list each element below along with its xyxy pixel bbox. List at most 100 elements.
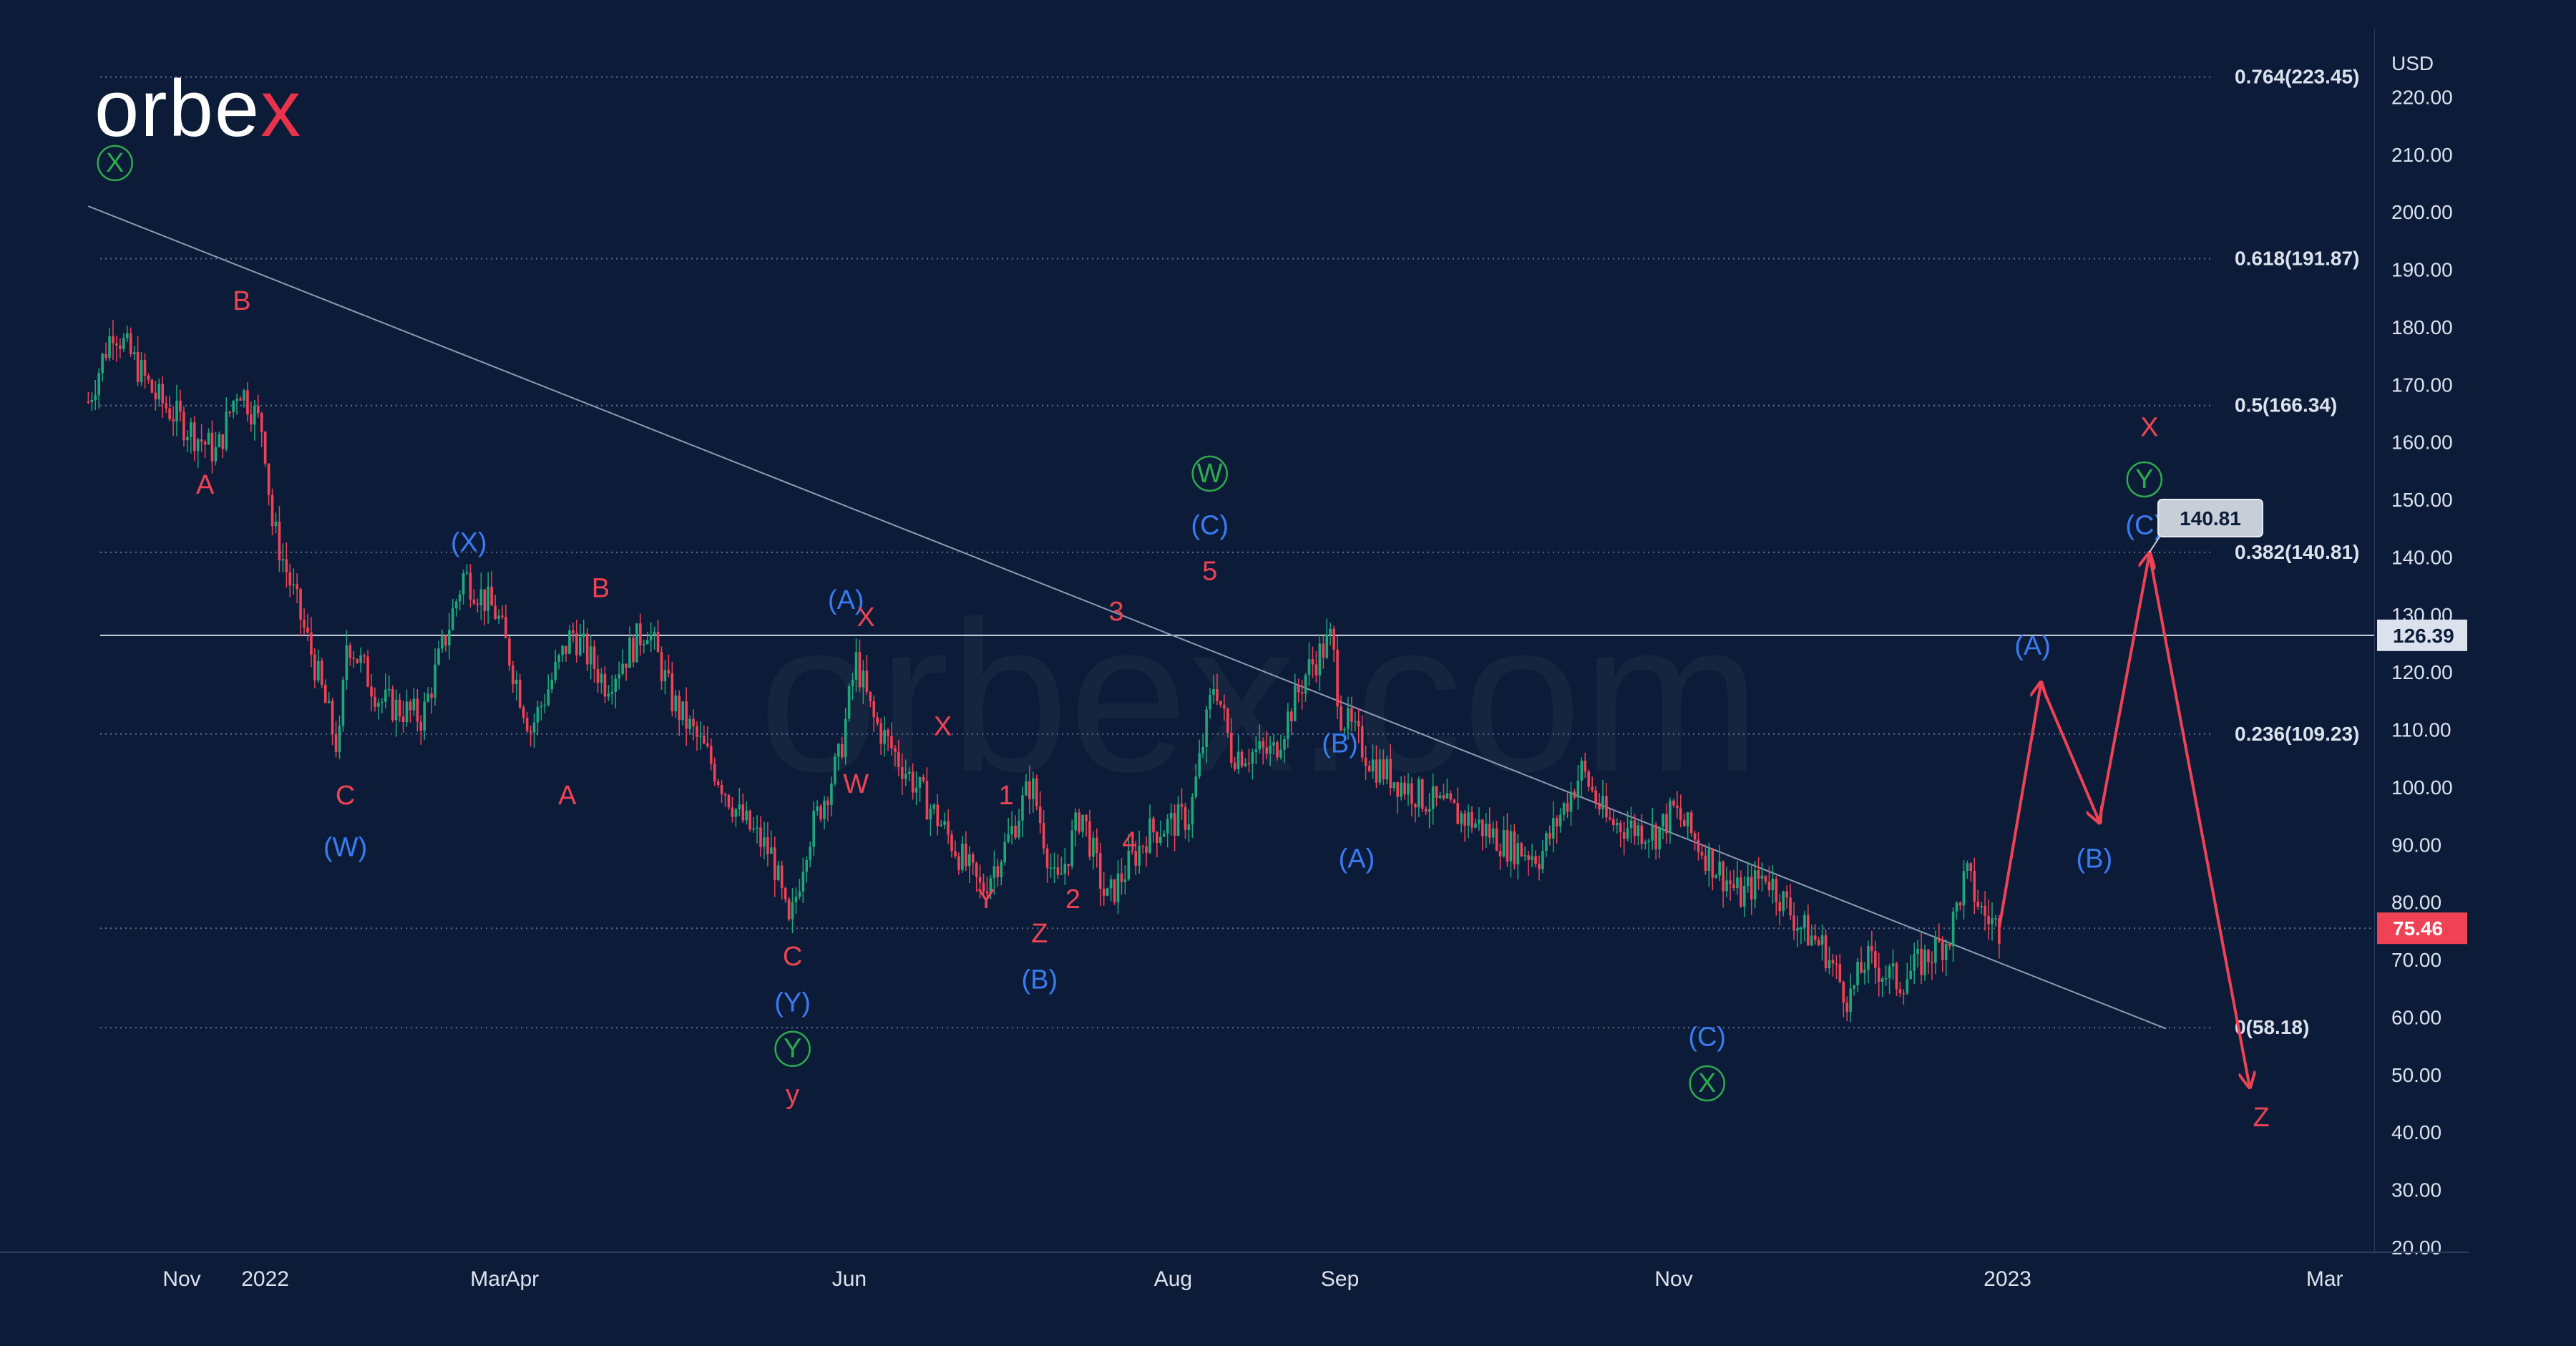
fib-label: 0.382(140.81) — [2235, 541, 2359, 563]
candle-body — [1612, 819, 1615, 826]
candle-body — [101, 353, 104, 374]
candle-body — [1173, 812, 1176, 836]
x-tick-label: Nov — [1654, 1267, 1692, 1291]
candle-body — [1031, 778, 1035, 799]
candle-body — [738, 804, 741, 809]
candle-body — [1662, 814, 1664, 827]
candle-body — [1740, 877, 1742, 907]
candle-body — [1941, 941, 1944, 960]
candle-body — [1576, 780, 1580, 798]
candle-body — [1265, 747, 1268, 754]
y-tick-label: 60.00 — [2391, 1006, 2441, 1028]
candle-body — [487, 586, 490, 611]
candle-body — [1396, 782, 1399, 797]
candle-body — [94, 395, 97, 400]
candle-body — [1400, 782, 1402, 797]
y-tick-label: 210.00 — [2391, 144, 2453, 166]
candle-body — [1605, 796, 1608, 818]
candle-body — [434, 664, 436, 698]
candle-body — [614, 678, 618, 692]
candle-body — [182, 411, 185, 441]
wave-label: y — [786, 1080, 799, 1110]
candle-body — [518, 680, 522, 708]
wave-label: (C) — [2125, 510, 2163, 540]
candle-body — [1000, 862, 1003, 877]
candle-body — [1085, 814, 1088, 821]
candle-body — [1216, 688, 1219, 701]
candle-body — [1283, 738, 1286, 750]
candle-body — [1831, 960, 1835, 964]
candle-body — [1923, 950, 1926, 975]
candle-body — [727, 795, 731, 808]
candle-body — [876, 717, 879, 723]
candle-body — [1014, 825, 1017, 838]
candle-body — [954, 851, 957, 857]
candle-body — [1506, 830, 1509, 862]
candle-body — [374, 696, 376, 707]
candle-body — [1902, 993, 1906, 995]
candle-body — [1127, 850, 1131, 879]
candle-body — [1686, 812, 1689, 826]
candle-body — [1913, 954, 1916, 971]
candle-body — [791, 902, 794, 920]
candle-body — [1958, 902, 1962, 906]
candle-body — [1665, 814, 1668, 834]
candle-body — [703, 736, 706, 743]
y-axis: 220.00 210.00 200.00 190.00 180.00 170.00 160.… — [2391, 86, 2453, 1259]
candle-body — [348, 645, 352, 658]
candle-body — [1134, 851, 1138, 866]
candle-body — [625, 663, 628, 668]
candle-body — [207, 432, 210, 445]
candle-body — [112, 336, 114, 343]
candle-body — [1654, 824, 1657, 849]
candle-body — [1236, 751, 1240, 769]
candle-body — [147, 375, 150, 380]
wave-label: 4 — [1122, 826, 1137, 857]
candle-body — [851, 679, 854, 687]
candle-body — [1056, 867, 1060, 875]
candle-body — [203, 442, 207, 445]
candle-body — [270, 494, 274, 527]
y-tick-label: 190.00 — [2391, 259, 2453, 281]
x-tick-label: 2023 — [1984, 1267, 2031, 1291]
x-tick-label: Apr — [505, 1267, 539, 1291]
candle-body — [363, 655, 366, 657]
price-tag-label: 75.46 — [2393, 917, 2443, 940]
wave-label: X — [857, 603, 875, 633]
candle-body — [766, 837, 769, 854]
candle-body — [1354, 721, 1357, 723]
candle-body — [1304, 675, 1307, 694]
candle-body — [1276, 742, 1279, 758]
candle-body — [228, 411, 231, 414]
candle-body — [1297, 685, 1300, 693]
orbex-logo: orbex — [94, 69, 302, 149]
candle-body — [1931, 962, 1933, 963]
candle-body — [1449, 793, 1453, 800]
candle-body — [844, 718, 847, 758]
candle-body — [639, 623, 642, 645]
candle-body — [840, 743, 844, 758]
candle-body — [154, 392, 157, 400]
candle-body — [582, 633, 585, 638]
candle-body — [1693, 833, 1697, 840]
price-tag-box — [2377, 912, 2467, 945]
candle-body — [1622, 832, 1626, 839]
candle-body — [525, 718, 529, 731]
candle-body — [1428, 809, 1431, 812]
candle-body — [1584, 761, 1587, 772]
candle-body — [1991, 918, 1994, 925]
candle-body — [911, 771, 914, 793]
candle-body — [1909, 970, 1913, 980]
candle-body — [575, 633, 578, 655]
wave-label: X — [2140, 413, 2158, 443]
candle-body — [1021, 795, 1024, 821]
wave-label: (Y) — [774, 987, 811, 1018]
candle-body — [1371, 759, 1375, 771]
candle-body — [1891, 963, 1895, 967]
candle-body — [1498, 851, 1502, 857]
candle-body — [592, 646, 596, 669]
wave-label: (C) — [1688, 1023, 1726, 1053]
candle-body — [1594, 790, 1597, 803]
candle-body — [1778, 902, 1782, 912]
candle-body — [1418, 779, 1420, 808]
